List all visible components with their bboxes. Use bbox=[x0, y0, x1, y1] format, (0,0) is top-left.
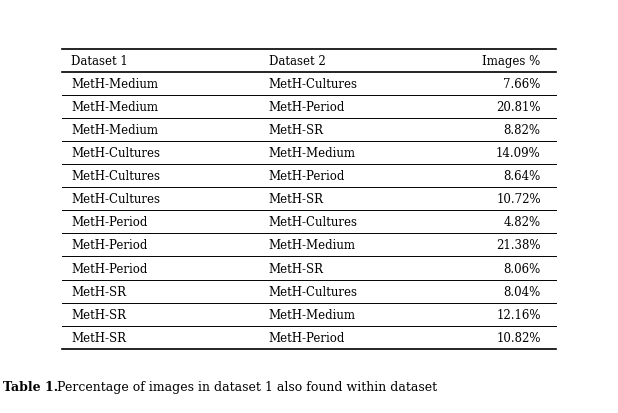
Text: MetH-Period: MetH-Period bbox=[269, 170, 345, 183]
Text: MetH-Period: MetH-Period bbox=[269, 331, 345, 344]
Text: MetH-Cultures: MetH-Cultures bbox=[269, 78, 358, 90]
Text: MetH-Medium: MetH-Medium bbox=[71, 78, 158, 90]
Text: 7.66%: 7.66% bbox=[504, 78, 541, 90]
Text: MetH-Cultures: MetH-Cultures bbox=[71, 147, 160, 160]
Text: MetH-Period: MetH-Period bbox=[71, 239, 148, 252]
Text: MetH-Period: MetH-Period bbox=[71, 262, 148, 275]
Text: MetH-Period: MetH-Period bbox=[71, 216, 148, 229]
Text: 21.38%: 21.38% bbox=[496, 239, 541, 252]
Text: MetH-SR: MetH-SR bbox=[269, 262, 324, 275]
Text: Dataset 2: Dataset 2 bbox=[269, 55, 326, 68]
Text: MetH-Cultures: MetH-Cultures bbox=[269, 216, 358, 229]
Text: MetH-Period: MetH-Period bbox=[269, 101, 345, 114]
Text: MetH-Medium: MetH-Medium bbox=[269, 239, 356, 252]
Text: MetH-SR: MetH-SR bbox=[269, 193, 324, 206]
Text: MetH-SR: MetH-SR bbox=[71, 308, 126, 321]
Text: 12.16%: 12.16% bbox=[496, 308, 541, 321]
Text: 8.82%: 8.82% bbox=[504, 123, 541, 137]
Text: 14.09%: 14.09% bbox=[496, 147, 541, 160]
Text: 8.06%: 8.06% bbox=[504, 262, 541, 275]
Text: MetH-SR: MetH-SR bbox=[71, 331, 126, 344]
Text: MetH-SR: MetH-SR bbox=[71, 285, 126, 298]
Text: MetH-SR: MetH-SR bbox=[269, 123, 324, 137]
Text: MetH-Cultures: MetH-Cultures bbox=[71, 193, 160, 206]
Text: 20.81%: 20.81% bbox=[496, 101, 541, 114]
Text: MetH-Medium: MetH-Medium bbox=[71, 123, 158, 137]
Text: MetH-Cultures: MetH-Cultures bbox=[269, 285, 358, 298]
Text: MetH-Medium: MetH-Medium bbox=[71, 101, 158, 114]
Text: Dataset 1: Dataset 1 bbox=[71, 55, 128, 68]
Text: Images %: Images % bbox=[483, 55, 541, 68]
Text: 8.64%: 8.64% bbox=[504, 170, 541, 183]
Text: Table 1.: Table 1. bbox=[3, 380, 58, 393]
Text: Percentage of images in dataset 1 also found within dataset: Percentage of images in dataset 1 also f… bbox=[57, 380, 438, 393]
Text: MetH-Medium: MetH-Medium bbox=[269, 147, 356, 160]
Text: 4.82%: 4.82% bbox=[504, 216, 541, 229]
Text: 10.82%: 10.82% bbox=[496, 331, 541, 344]
Text: MetH-Medium: MetH-Medium bbox=[269, 308, 356, 321]
Text: MetH-Cultures: MetH-Cultures bbox=[71, 170, 160, 183]
Text: 10.72%: 10.72% bbox=[496, 193, 541, 206]
Text: 8.04%: 8.04% bbox=[504, 285, 541, 298]
